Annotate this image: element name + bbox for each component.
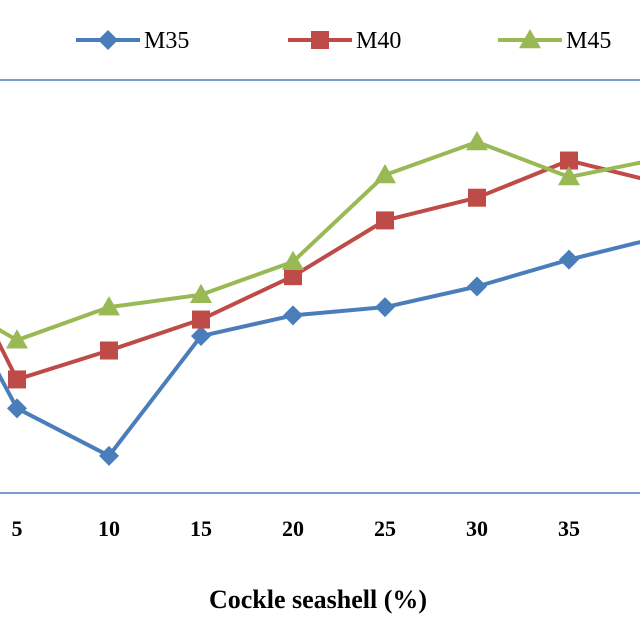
x-tick-label: 15 [190, 516, 212, 541]
legend-swatch-marker [98, 30, 118, 50]
series-m45-point [282, 250, 304, 270]
x-tick-label: 10 [98, 516, 120, 541]
legend-item-m35: M35 [76, 28, 189, 54]
series-m40-point [468, 188, 486, 207]
series-m35-point [559, 249, 579, 270]
legend-swatch-marker [519, 29, 541, 49]
legend: M35 M40 M45 [76, 28, 611, 54]
series-m40-point [8, 370, 26, 389]
series-m45-point [190, 283, 212, 304]
series-m40-point [100, 341, 118, 360]
x-tick-label: 20 [282, 516, 304, 541]
series-m40-point [560, 151, 578, 170]
legend-item-m45: M45 [498, 28, 611, 54]
legend-label: M45 [566, 28, 611, 54]
x-axis-title: Cockle seashell (%) [209, 585, 427, 614]
series-m35-point [467, 276, 487, 297]
series-m45-point [374, 163, 396, 184]
series-m35 [0, 240, 640, 466]
x-tick-label: 25 [374, 516, 396, 541]
legend-label: M40 [356, 28, 401, 54]
series-m40 [0, 151, 640, 389]
series-m40-line [0, 158, 640, 382]
legend-item-m40: M40 [288, 28, 401, 54]
series-m40-point [284, 267, 302, 286]
series-m35-point [7, 398, 27, 419]
x-tick-label: 35 [558, 516, 580, 541]
series-m45-point [466, 130, 488, 151]
legend-swatch-marker [311, 31, 329, 49]
series-m45-point [558, 166, 580, 186]
series-m35-point [99, 445, 119, 466]
series-m35-line [0, 240, 640, 458]
x-tick-label: 30 [466, 516, 488, 541]
series-m35-point [283, 305, 303, 326]
legend-label: M35 [144, 28, 189, 54]
series-m35-point [375, 297, 395, 318]
series-m40-point [192, 310, 210, 329]
series-m40-point [376, 211, 394, 230]
series-m45-point [6, 329, 28, 349]
series-m45-point [98, 296, 120, 316]
x-tick-labels: 5 10 15 20 25 30 35 [12, 516, 581, 541]
series-m35-point [191, 326, 211, 347]
series-layer [0, 130, 640, 466]
x-tick-label: 5 [12, 516, 23, 541]
series-m45 [0, 130, 640, 349]
